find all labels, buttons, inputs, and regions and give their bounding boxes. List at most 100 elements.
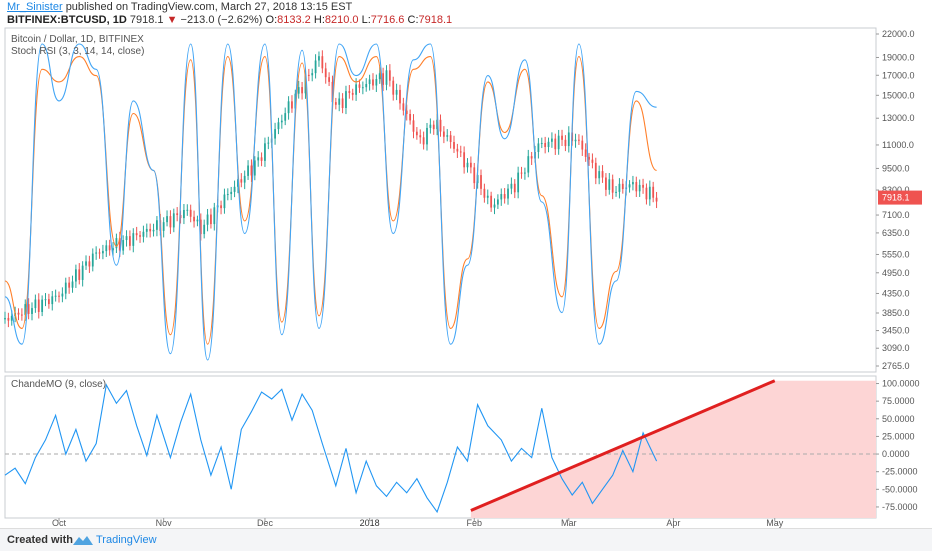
candle-body bbox=[47, 299, 50, 305]
candle-body bbox=[118, 238, 121, 251]
candle-body bbox=[635, 182, 638, 192]
candle-body bbox=[44, 299, 47, 301]
cmo-tick-label: 100.0000 bbox=[882, 379, 920, 389]
published-text: published on TradingView.com, March 27, … bbox=[65, 1, 353, 13]
candle-body bbox=[520, 172, 523, 174]
candle-body bbox=[493, 204, 496, 208]
candle-body bbox=[375, 79, 378, 86]
candle-body bbox=[291, 101, 293, 109]
candle-body bbox=[567, 132, 570, 147]
low-value: 7716.6 bbox=[370, 14, 405, 26]
candle-body bbox=[399, 89, 401, 104]
candle-body bbox=[321, 56, 324, 69]
candle-body bbox=[274, 129, 276, 139]
candle-body bbox=[51, 296, 54, 305]
candle-body bbox=[186, 209, 189, 211]
candle-body bbox=[453, 142, 455, 149]
candle-body bbox=[196, 219, 199, 222]
candle-body bbox=[95, 252, 98, 254]
candle-body bbox=[388, 70, 391, 81]
candle-body bbox=[85, 261, 87, 266]
candle-body bbox=[439, 119, 442, 132]
candle-body bbox=[517, 172, 520, 193]
last-price-tag-label: 7918.1 bbox=[882, 193, 910, 203]
cmo-tick-label: 0.0000 bbox=[882, 449, 910, 459]
candle-body bbox=[415, 131, 418, 136]
candle-body bbox=[459, 151, 462, 153]
time-tick-label: Feb bbox=[467, 518, 483, 528]
candle-body bbox=[642, 184, 644, 188]
candle-body bbox=[621, 183, 624, 190]
candle-body bbox=[257, 157, 260, 161]
candle-body bbox=[392, 80, 395, 95]
cmo-tick-label: 50.0000 bbox=[882, 414, 915, 424]
time-tick-label: Dec bbox=[257, 518, 274, 528]
candle-body bbox=[483, 188, 486, 198]
high-label: H: bbox=[313, 14, 325, 26]
candle-body bbox=[179, 214, 182, 219]
candle-body bbox=[91, 253, 94, 267]
candle-body bbox=[605, 177, 607, 190]
candle-body bbox=[547, 141, 550, 148]
tradingview-brand[interactable]: TradingView bbox=[96, 534, 157, 546]
candle-body bbox=[368, 79, 371, 85]
candle-body bbox=[557, 135, 560, 150]
stoch-k-line bbox=[4, 43, 657, 361]
candle-body bbox=[4, 317, 6, 320]
candle-body bbox=[250, 165, 253, 176]
cmo-tick-label: -25.0000 bbox=[882, 467, 918, 477]
candle-body bbox=[156, 220, 158, 230]
high-value: 8210.0 bbox=[324, 14, 359, 26]
candle-body bbox=[122, 240, 125, 251]
candle-body bbox=[280, 120, 283, 123]
chandemo-line bbox=[4, 383, 658, 514]
candle-body bbox=[240, 179, 243, 183]
time-tick-label: Nov bbox=[156, 518, 173, 528]
candle-body bbox=[648, 186, 651, 200]
stoch-rsi-legend: Stoch RSI (3, 3, 14, 14, close) bbox=[11, 46, 145, 57]
open-value: 8133.2 bbox=[277, 14, 311, 26]
candle-body bbox=[247, 165, 249, 176]
footer-bar: Created with TradingView bbox=[0, 528, 932, 551]
candle-body bbox=[68, 282, 71, 288]
candle-body bbox=[7, 317, 10, 321]
candle-body bbox=[176, 213, 179, 215]
created-with-text: Created with bbox=[7, 534, 74, 546]
candle-body bbox=[338, 98, 341, 105]
candle-body bbox=[206, 214, 209, 225]
candle-body bbox=[341, 98, 344, 109]
candle-body bbox=[220, 205, 222, 209]
candle-body bbox=[172, 213, 175, 228]
candle-body bbox=[466, 162, 469, 168]
candle-body bbox=[618, 183, 621, 192]
close-value: 7918.1 bbox=[418, 14, 453, 26]
time-tick-label: Oct bbox=[52, 518, 67, 528]
candle-body bbox=[588, 156, 590, 160]
time-tick-label: 2018 bbox=[360, 518, 380, 528]
candle-body bbox=[422, 137, 425, 145]
candle-body bbox=[112, 248, 114, 251]
candle-body bbox=[64, 282, 67, 294]
candle-body bbox=[223, 194, 226, 209]
price-tick-label: 22000.0 bbox=[882, 29, 915, 39]
candle-body bbox=[490, 195, 493, 208]
price-tick-label: 15000.0 bbox=[882, 90, 915, 100]
candle-body bbox=[645, 187, 648, 200]
candle-body bbox=[628, 184, 631, 188]
candle-body bbox=[108, 245, 111, 251]
symbol-label: BITFINEX:BTCUSD, 1D bbox=[7, 14, 127, 26]
candle-body bbox=[169, 216, 172, 228]
close-label: C: bbox=[407, 14, 419, 26]
candle-body bbox=[98, 252, 101, 254]
candle-body bbox=[449, 135, 452, 143]
candle-body bbox=[615, 191, 617, 193]
candle-body bbox=[301, 87, 303, 94]
candle-body bbox=[537, 143, 540, 152]
candle-body bbox=[264, 143, 266, 161]
candle-body bbox=[183, 209, 185, 219]
candle-body bbox=[193, 216, 195, 222]
candle-body bbox=[162, 222, 165, 231]
author-link[interactable]: Mr_Sinister bbox=[7, 1, 63, 13]
candle-body bbox=[530, 156, 533, 159]
